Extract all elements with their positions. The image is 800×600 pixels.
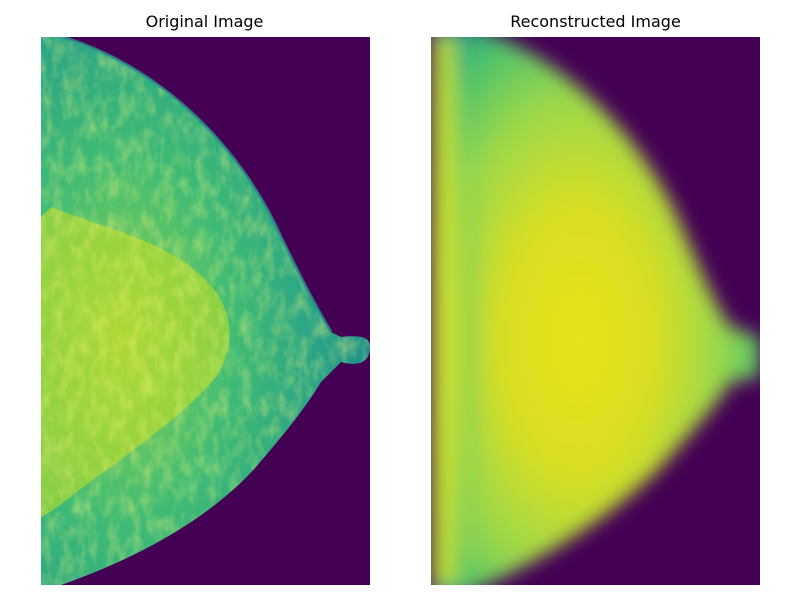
reconstructed-image-panel (431, 37, 760, 585)
skin-line (62, 37, 333, 333)
original-image-title: Original Image (145, 12, 264, 31)
reconstructed-image-title: Reconstructed Image (510, 12, 681, 31)
reconstructed-image (431, 37, 760, 585)
original-image-panel (41, 37, 370, 585)
breast-tissue (431, 37, 760, 585)
tissue-texture (41, 37, 370, 585)
midline-band (461, 187, 481, 557)
original-image (41, 37, 370, 585)
left-edge-band (431, 37, 456, 585)
